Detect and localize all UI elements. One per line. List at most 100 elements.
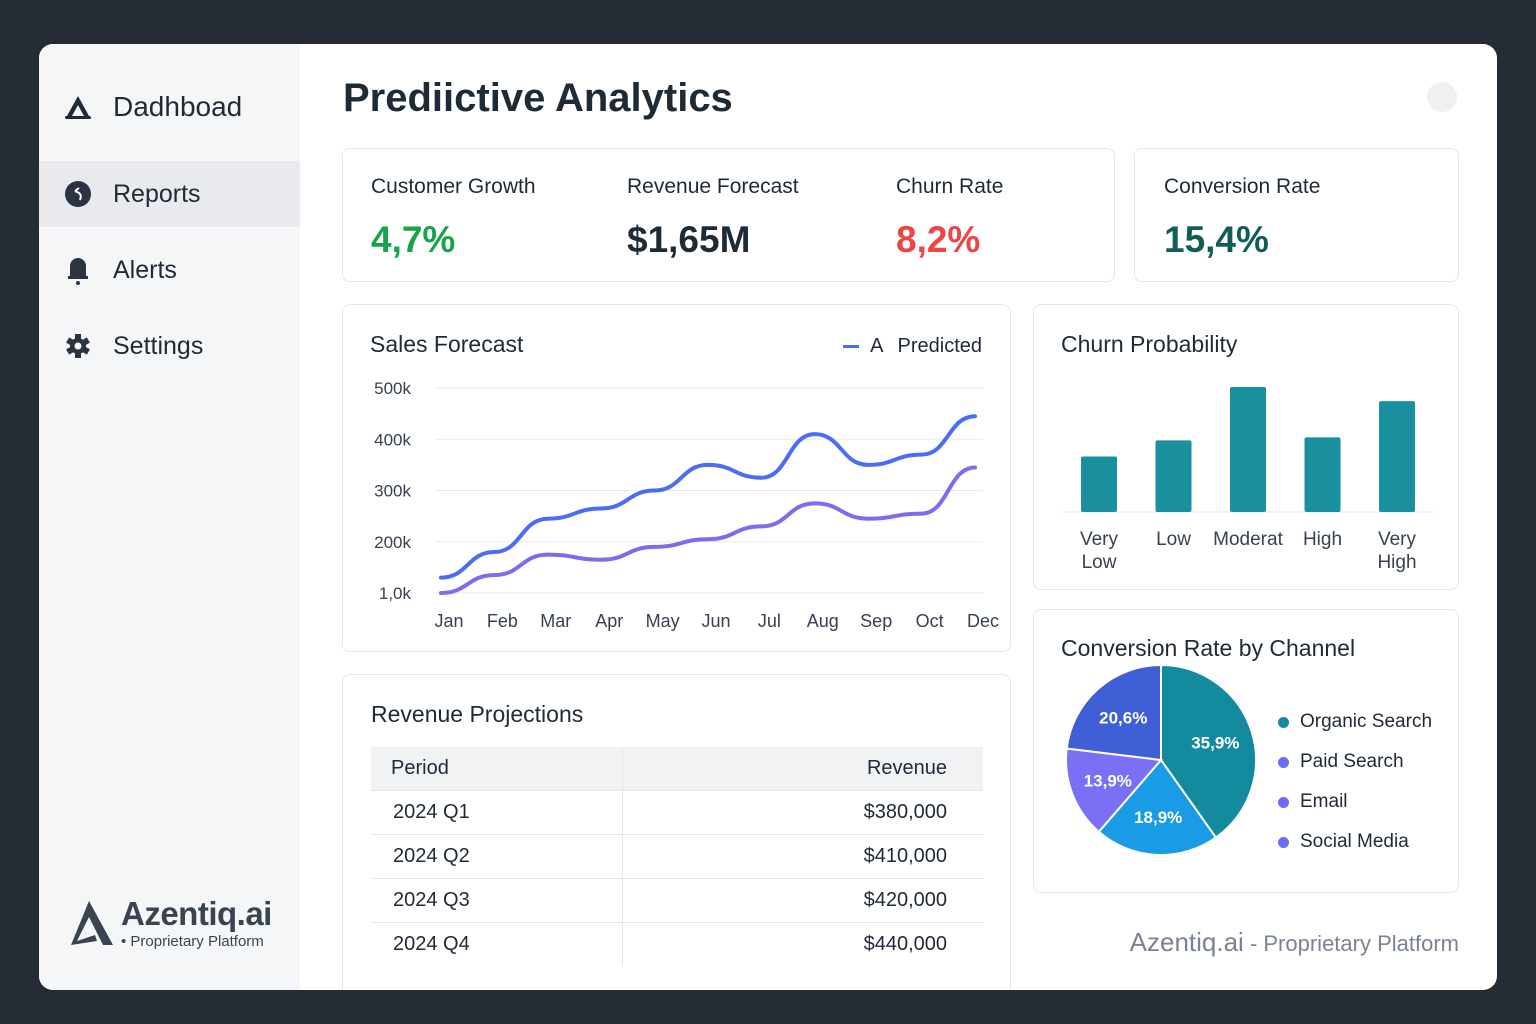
pie-slice-label: 35,9% (1191, 734, 1239, 753)
pie-slice-label: 20,6% (1099, 708, 1147, 727)
legend-swatch (1278, 716, 1289, 728)
bar-high (1304, 437, 1341, 512)
period-cell: 2024 Q4 (371, 921, 623, 966)
footer-brand-name: Azentiq.ai (1129, 927, 1244, 957)
kpi-label: Conversion Rate (1164, 175, 1321, 198)
bar-moderat (1230, 387, 1266, 512)
sidebar-item-label: Alerts (113, 255, 177, 284)
legend-label: Organic Search (1300, 711, 1433, 732)
x-tick-label: May (646, 611, 680, 631)
sidebar-item-dashboard[interactable]: Dadhboad (39, 74, 300, 140)
legend-item: Organic Search (1278, 702, 1432, 742)
revenue-table: Period Revenue 2024 Q1 $380,000 2024 Q2 $41… (371, 747, 983, 966)
gear-icon (63, 331, 93, 361)
chart-title: Churn Probability (1061, 331, 1238, 357)
bar-low (1155, 440, 1192, 512)
legend-item: Email (1278, 782, 1432, 822)
sidebar-item-label: Settings (113, 331, 204, 360)
legend-item: Social Media (1278, 822, 1432, 862)
brand-sub: • Proprietary Platform (121, 933, 264, 950)
sales-line-chart: 1,0k 200k 300k 400k 500k Jan Feb Mar Apr May Jun Ju… (374, 379, 999, 631)
x-tick-label: Jan (434, 611, 463, 631)
azentiq-logo-icon (71, 900, 113, 945)
pie-slice-label: 13,9% (1084, 771, 1132, 790)
brand-name: Azentiq.ai (121, 895, 272, 932)
x-tick-label: Feb (487, 611, 518, 631)
legend-label: Social Media (1300, 831, 1409, 852)
bar-label: High (1377, 552, 1416, 573)
legend-swatch (1278, 796, 1289, 808)
reports-icon (63, 179, 93, 209)
pie-slice (1065, 747, 1163, 834)
kpi-card-group: Customer Growth 4,7% Revenue Forecast $1… (342, 148, 1115, 282)
table-title: Revenue Projections (371, 701, 584, 727)
kpi-value: $1,65M (627, 219, 751, 260)
churn-card: Churn Probability Very Low Low Moderat High V… (1033, 304, 1459, 590)
pie-slice (1097, 758, 1218, 856)
legend-swatch (1278, 756, 1289, 768)
brand-logo: Azentiq.ai • Proprietary Platform (67, 895, 272, 950)
table-row: 2024 Q4 $440,000 (371, 921, 983, 966)
x-tick-label: Mar (540, 611, 571, 631)
conversion-channel-card: Conversion Rate by Channel 35,9% 18,9% 13,… (1033, 609, 1459, 893)
kpi-label: Customer Growth (371, 175, 536, 198)
pie-legend: Organic Search Paid Search Email Social Med… (1278, 702, 1432, 862)
x-tick-label: Apr (595, 611, 623, 631)
x-tick-label: Jul (758, 611, 781, 631)
bar-very-low (1081, 456, 1117, 512)
chart-legend: A Predicted (843, 335, 982, 358)
footer-brand: Azentiq.ai - Proprietary Platform (1130, 927, 1459, 958)
app-window: Dadhboad Reports Alerts Settings Azentiq… (39, 44, 1497, 990)
legend-swatch (843, 345, 860, 348)
x-tick-label: Dec (967, 611, 999, 631)
table-row: 2024 Q3 $420,000 (371, 877, 983, 922)
kpi-value: 8,2% (896, 219, 981, 260)
bar-label: High (1303, 529, 1342, 550)
x-tick-label: Jun (701, 611, 730, 631)
sidebar-item-reports[interactable]: Reports (39, 161, 300, 227)
bar-label: Very (1080, 529, 1119, 550)
kpi-card-conversion: Conversion Rate 15,4% (1134, 148, 1459, 282)
period-cell: 2024 Q2 (371, 833, 623, 878)
pie-slice (1160, 663, 1257, 839)
x-tick-label: Oct (916, 611, 944, 631)
x-tick-label: Sep (860, 611, 892, 631)
sidebar-item-label: Reports (113, 179, 201, 208)
footer-brand-sub: - Proprietary Platform (1243, 931, 1459, 956)
sidebar-item-alerts[interactable]: Alerts (39, 237, 300, 303)
kpi-label: Revenue Forecast (627, 175, 799, 198)
column-header[interactable]: Revenue (622, 747, 983, 790)
legend-label: Predicted (897, 335, 983, 357)
chart-title: Conversion Rate by Channel (1061, 635, 1356, 661)
revenue-cell: $410,000 (622, 833, 983, 878)
legend-item: Paid Search (1278, 742, 1432, 782)
y-tick-label: 300k (374, 482, 411, 501)
bar-label: Low (1156, 529, 1191, 550)
revenue-cell: $440,000 (622, 921, 983, 966)
sidebar: Dadhboad Reports Alerts Settings Azentiq… (39, 44, 300, 990)
sidebar-item-settings[interactable]: Settings (39, 313, 300, 379)
chart-title: Sales Forecast (370, 331, 524, 357)
kpi-label: Churn Rate (896, 175, 1004, 198)
user-avatar[interactable] (1427, 82, 1457, 112)
revenue-cell: $420,000 (622, 877, 983, 922)
kpi-value: 4,7% (371, 219, 456, 260)
y-tick-label: 400k (374, 430, 411, 449)
bar-label: Low (1082, 552, 1117, 573)
bell-icon (63, 255, 93, 285)
column-header[interactable]: Period (371, 747, 623, 790)
table-header: Period Revenue (371, 747, 983, 790)
revenue-projections-card: Revenue Projections Period Revenue 2024 Q… (342, 674, 1011, 990)
bar-label: Very (1378, 529, 1417, 550)
revenue-cell: $380,000 (622, 789, 983, 834)
series-line-predicted (439, 465, 977, 595)
legend-swatch (1278, 836, 1289, 848)
page-title: Prediictive Analytics (343, 76, 733, 120)
sales-forecast-card: Sales Forecast A Predicted 1,0k 200k 300k 4… (342, 304, 1011, 652)
sidebar-item-label: Dadhboad (113, 91, 243, 122)
period-cell: 2024 Q3 (371, 877, 623, 922)
y-tick-label: 1,0k (379, 584, 412, 603)
pie-slice-label: 18,9% (1134, 808, 1182, 827)
logo-a-icon (63, 92, 93, 122)
